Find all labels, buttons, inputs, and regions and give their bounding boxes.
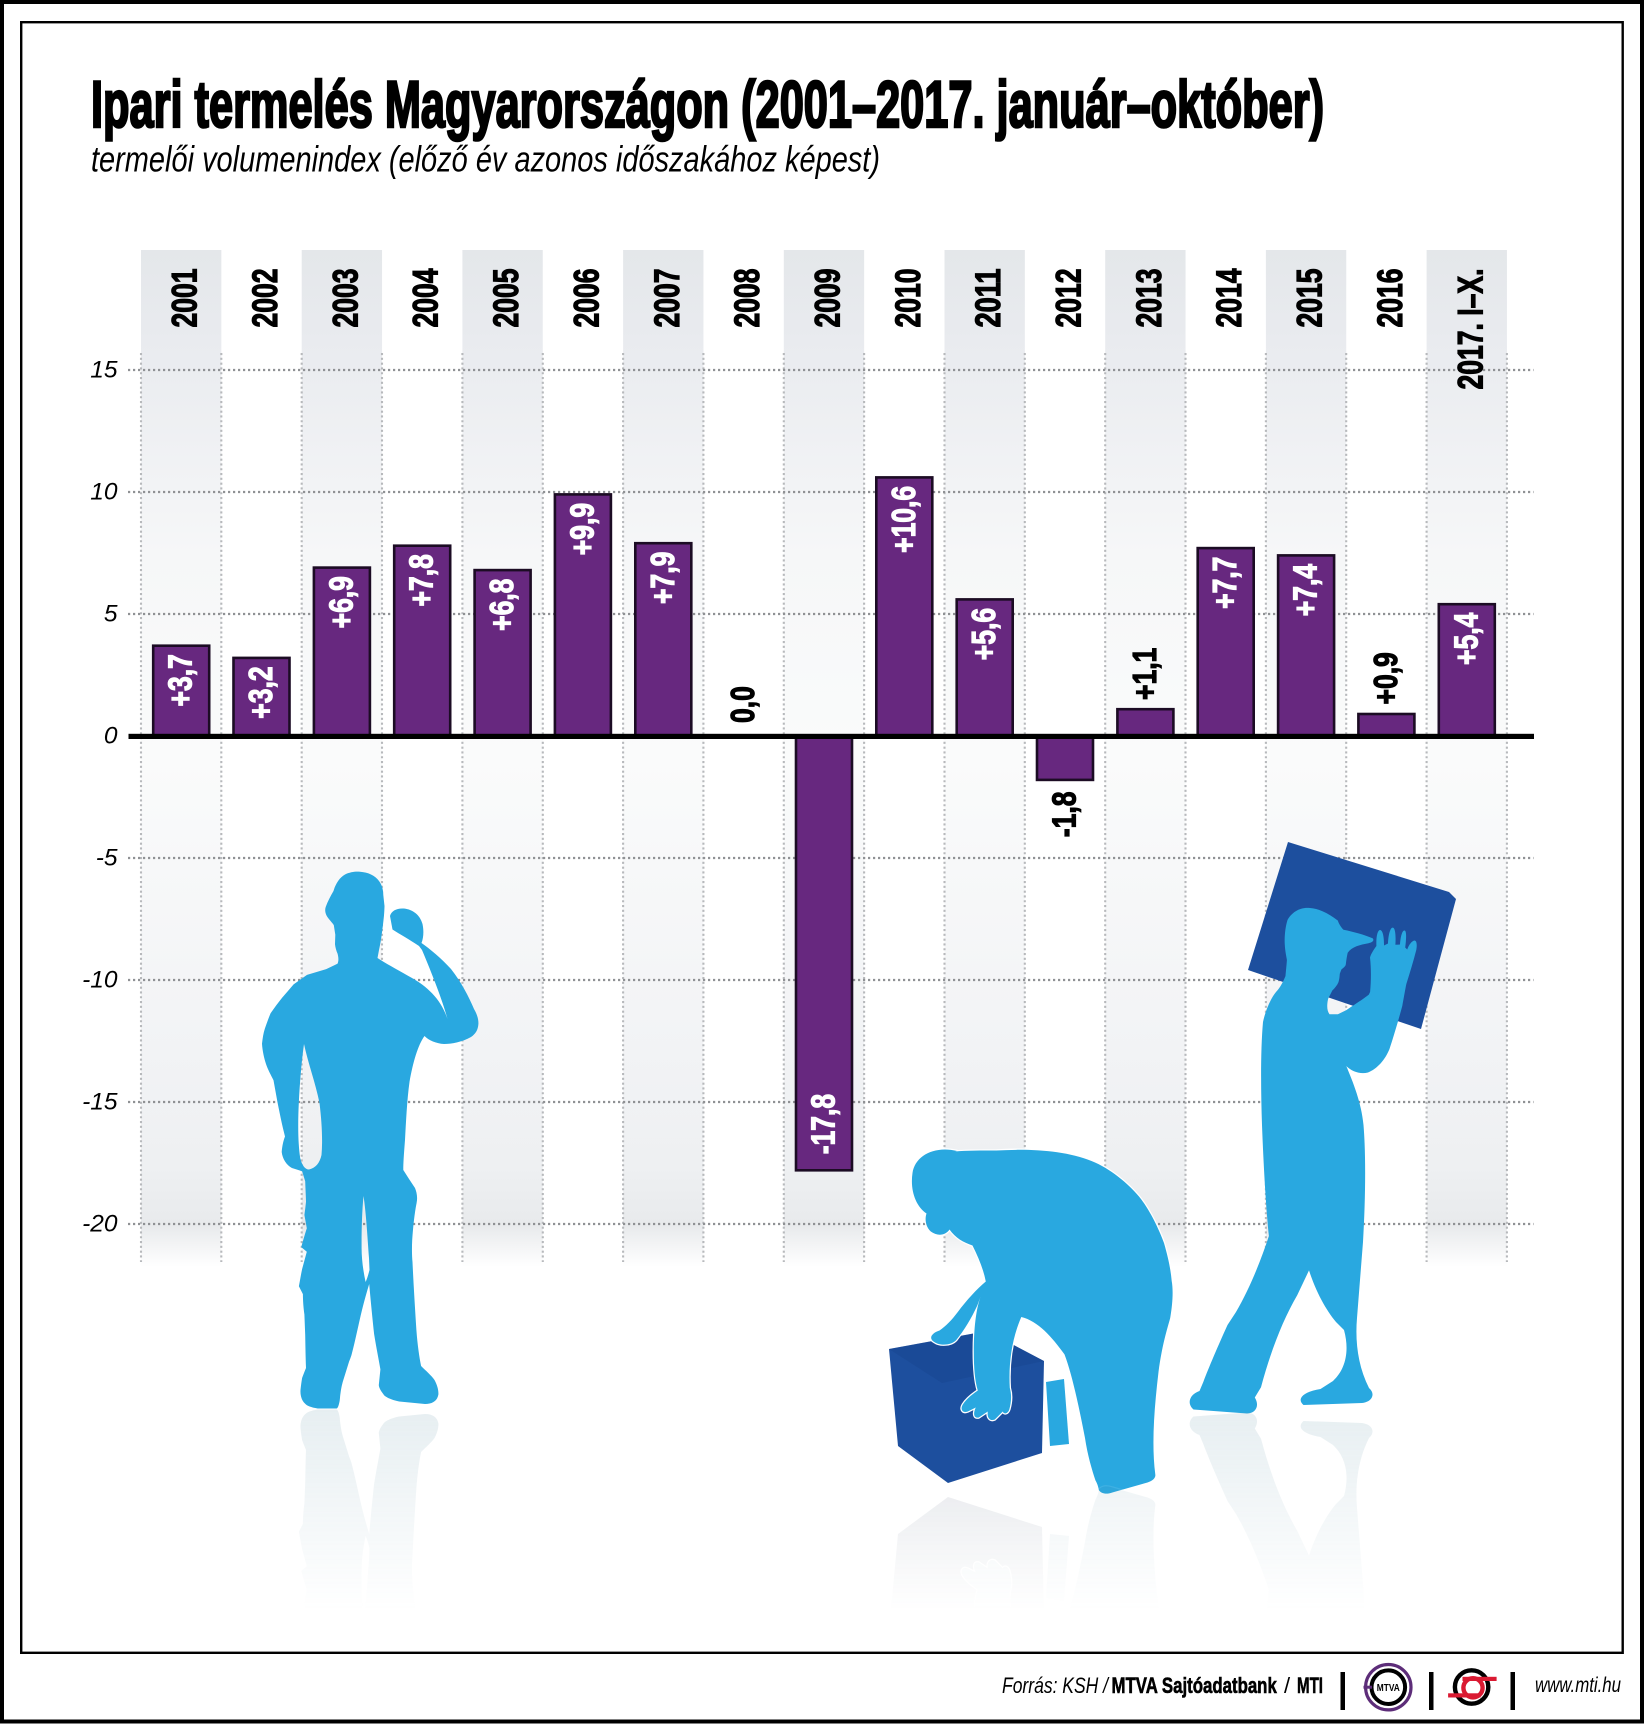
svg-text:2015: 2015 xyxy=(1291,269,1330,328)
svg-text:+3,2: +3,2 xyxy=(243,666,280,718)
svg-text:termelői volumenindex (előző é: termelői volumenindex (előző év azonos i… xyxy=(91,139,880,180)
svg-text:-1,8: -1,8 xyxy=(1047,792,1084,838)
svg-text:2017. I–X.: 2017. I–X. xyxy=(1451,269,1490,390)
svg-text:Ipari termelés Magyarországon: Ipari termelés Magyarországon (2001–2017… xyxy=(91,67,1324,141)
svg-text:2006: 2006 xyxy=(567,269,606,328)
svg-text:+5,4: +5,4 xyxy=(1448,612,1485,665)
svg-text:MTI: MTI xyxy=(1297,1673,1323,1698)
svg-text:+6,8: +6,8 xyxy=(484,579,521,631)
svg-text:15: 15 xyxy=(90,357,118,384)
svg-text:+0,9: +0,9 xyxy=(1368,652,1405,704)
svg-text:2001: 2001 xyxy=(166,269,205,328)
svg-text:+6,9: +6,9 xyxy=(323,576,360,628)
svg-text:-10: -10 xyxy=(82,967,118,994)
svg-text:+3,7: +3,7 xyxy=(163,654,200,706)
svg-text:MTVA: MTVA xyxy=(1377,1682,1400,1694)
svg-text:Forrás: KSH /: Forrás: KSH / xyxy=(1002,1673,1109,1698)
svg-text:5: 5 xyxy=(104,601,118,628)
svg-text:+5,6: +5,6 xyxy=(966,608,1003,660)
svg-text:+7,9: +7,9 xyxy=(645,552,682,604)
svg-text:2013: 2013 xyxy=(1130,269,1169,328)
svg-text:0,0: 0,0 xyxy=(725,686,762,723)
svg-text:-20: -20 xyxy=(82,1211,118,1238)
svg-text:0: 0 xyxy=(104,723,118,750)
svg-text:2003: 2003 xyxy=(326,269,365,328)
svg-text:+1,1: +1,1 xyxy=(1127,648,1164,700)
svg-text:MTVA Sajtóadatbank: MTVA Sajtóadatbank xyxy=(1112,1673,1278,1698)
svg-text:/: / xyxy=(1284,1673,1291,1698)
svg-text:10: 10 xyxy=(90,479,118,506)
svg-text:+9,9: +9,9 xyxy=(564,503,601,555)
svg-text:2012: 2012 xyxy=(1050,269,1089,328)
svg-text:+7,4: +7,4 xyxy=(1288,564,1325,617)
svg-text:2008: 2008 xyxy=(728,269,767,328)
svg-text:+7,8: +7,8 xyxy=(404,554,441,606)
svg-text:2014: 2014 xyxy=(1210,268,1249,327)
svg-text:2004: 2004 xyxy=(407,268,446,327)
svg-text:+7,7: +7,7 xyxy=(1207,557,1244,609)
svg-text:2010: 2010 xyxy=(889,269,928,328)
svg-text:www.mti.hu: www.mti.hu xyxy=(1535,1674,1621,1697)
svg-text:-5: -5 xyxy=(96,845,118,872)
svg-text:2011: 2011 xyxy=(969,269,1008,328)
svg-text:-17,8: -17,8 xyxy=(806,1094,843,1154)
svg-text:2009: 2009 xyxy=(809,269,848,328)
svg-text:-15: -15 xyxy=(82,1089,118,1116)
svg-text:2016: 2016 xyxy=(1371,269,1410,328)
svg-text:+10,6: +10,6 xyxy=(886,486,923,553)
svg-text:2007: 2007 xyxy=(648,269,687,328)
svg-text:2005: 2005 xyxy=(487,269,526,328)
svg-text:2002: 2002 xyxy=(246,269,285,328)
